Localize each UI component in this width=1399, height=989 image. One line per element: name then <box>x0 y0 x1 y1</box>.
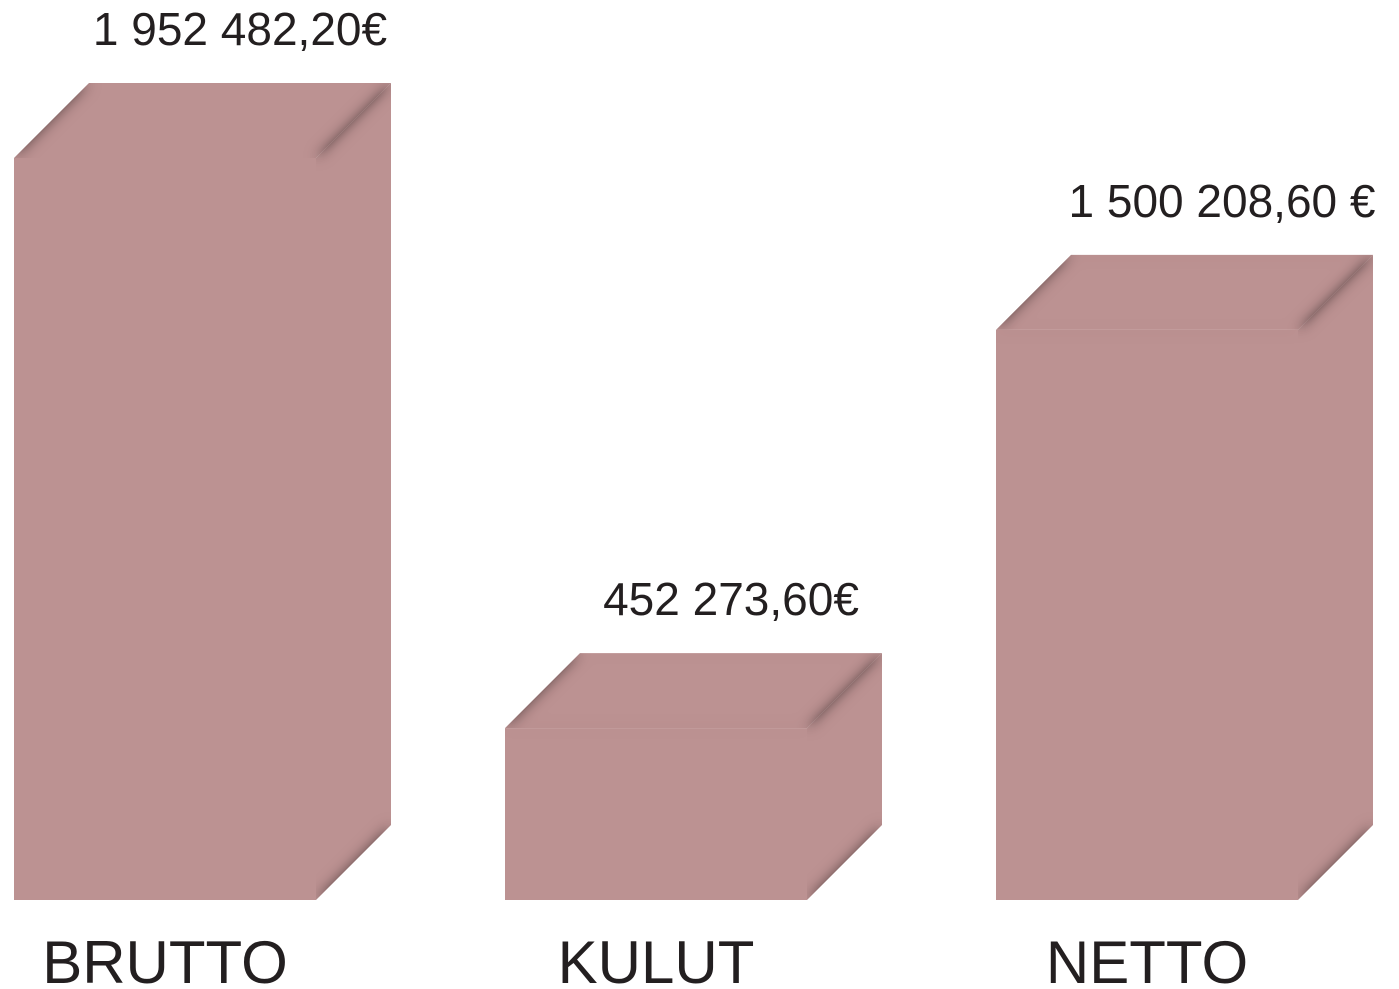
value-label: 452 273,60€ <box>603 573 859 625</box>
bar-side <box>807 653 882 900</box>
bar <box>996 329 1298 901</box>
bar <box>14 158 316 900</box>
category-label: KULUT <box>558 929 755 989</box>
category-label: BRUTTO <box>42 929 288 989</box>
bar-top <box>505 653 882 729</box>
value-label: 1 500 208,60 € <box>1069 175 1376 227</box>
category-label: NETTO <box>1046 929 1248 989</box>
bar-side <box>316 83 391 900</box>
bar-side <box>1298 254 1373 900</box>
bar <box>505 728 807 900</box>
bar-top <box>996 254 1373 330</box>
bar-top <box>14 83 391 158</box>
value-label: 1 952 482,20€ <box>93 3 387 55</box>
